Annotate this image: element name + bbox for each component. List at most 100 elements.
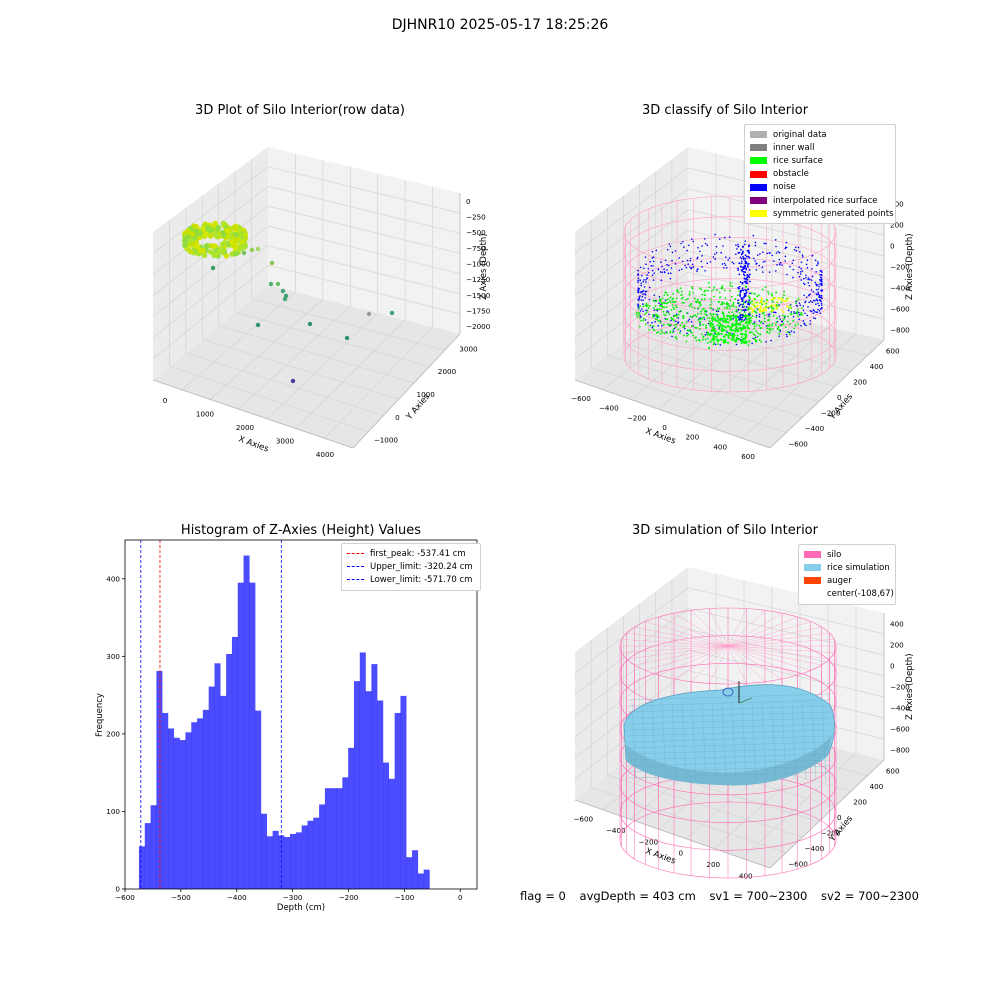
classify-noise-point <box>658 302 660 305</box>
classify-noise-point <box>674 263 677 265</box>
classify-rice-point <box>670 309 673 311</box>
classify-noise-point <box>686 332 688 335</box>
legend-label: rice simulation <box>827 562 890 573</box>
classify-noise-point <box>807 306 809 308</box>
classify-rice-point <box>652 313 654 316</box>
classify-noise-point <box>754 260 756 262</box>
classify-rice-point <box>666 332 669 334</box>
classify-rice-point <box>744 336 747 339</box>
raw-point <box>344 335 350 341</box>
classify-rice-point <box>771 307 773 310</box>
classify-rice-point <box>673 324 676 326</box>
classify-rice-point <box>734 330 737 333</box>
classify-rice-point <box>755 323 758 326</box>
classify-rice-point <box>738 327 741 330</box>
classify-noise-point <box>640 291 642 294</box>
classify-rice-point <box>715 319 718 322</box>
raw-point <box>280 288 286 294</box>
classify-rice-point <box>768 332 771 334</box>
raw-point <box>282 296 288 302</box>
classify-rice-point <box>756 335 759 338</box>
classify-rice-point <box>718 300 721 303</box>
classify-noise-point <box>671 251 674 254</box>
classify-rice-point <box>774 323 777 326</box>
classify-noise-point <box>681 260 684 263</box>
classify-noise-point <box>817 293 820 295</box>
classify-grid-line <box>687 209 885 257</box>
classify-rice-point <box>679 324 682 327</box>
classify-noise-point <box>767 314 769 316</box>
classify-rice-point <box>700 312 703 315</box>
classify-rice-point <box>781 296 784 299</box>
classify-rice-point <box>702 338 704 341</box>
classify-noise-point <box>642 299 644 301</box>
classify-rice-point <box>734 327 737 330</box>
classify-rice-point <box>668 324 671 326</box>
classify-rice-point <box>652 299 655 302</box>
classify-rice-point <box>716 289 718 291</box>
classify-rice-point <box>796 310 799 313</box>
classify-rice-point <box>761 303 764 306</box>
classify-noise-point <box>682 240 684 243</box>
classify-noise-point <box>652 256 655 259</box>
classify-rice-point <box>712 313 715 316</box>
classify-rice-point <box>635 311 638 314</box>
classify-noise-point <box>650 265 653 267</box>
classify-noise-point <box>803 277 805 280</box>
classify-noise-point <box>689 257 692 260</box>
classify-x-tick-label: 400 <box>713 442 727 451</box>
classify-rice-point <box>674 300 677 303</box>
classify-rice-point <box>686 297 689 300</box>
classify-noise-point <box>712 256 715 258</box>
classify-rice-point <box>768 315 771 318</box>
classify-noise-point <box>671 259 673 262</box>
classify-rice-point <box>724 326 728 329</box>
classify-noise-point <box>769 252 771 254</box>
classify-rice-point <box>691 306 693 309</box>
classify-rice-point <box>778 329 781 331</box>
classify-noise-point <box>819 312 822 315</box>
classify-rice-point <box>740 309 743 312</box>
classify-rice-point <box>694 336 697 339</box>
classify-rice-point <box>716 324 719 327</box>
classify-noise-point <box>818 296 821 299</box>
classify-rice-point <box>683 302 685 304</box>
classify-rice-point <box>738 290 741 292</box>
sv1-text: sv1 = 700~2300 <box>709 889 808 903</box>
classify-noise-point <box>817 284 819 286</box>
classify-noise-point <box>751 342 753 345</box>
classify-noise-point <box>798 318 800 321</box>
raw-plot-title: 3D Plot of Silo Interior(row data) <box>195 103 405 118</box>
classify-rice-point <box>652 307 655 309</box>
classify-noise-point <box>703 238 706 240</box>
classify-noise-point <box>669 272 672 275</box>
raw-point <box>275 281 281 287</box>
classify-rice-point <box>725 330 728 332</box>
classify-rice-point <box>667 298 670 300</box>
classify-rice-point <box>707 337 709 340</box>
classify-noise-point <box>811 268 813 270</box>
classify-noise-point <box>801 254 804 256</box>
classify-rice-point <box>719 317 722 320</box>
classify-z-tick-label: 0 <box>890 242 895 251</box>
raw-grid-line <box>152 166 269 254</box>
classify-x-tick-label: −200 <box>627 413 647 422</box>
classify-rice-point <box>768 323 771 326</box>
classify-rice-point <box>666 294 669 296</box>
classify-rice-point <box>691 325 693 328</box>
classify-noise-point <box>815 270 817 273</box>
simulation-x-label: X Axies <box>644 846 677 866</box>
classify-rice-point <box>726 324 730 328</box>
classify-noise-point <box>786 335 788 338</box>
classify-noise-point <box>775 252 778 254</box>
classify-noise-point <box>687 320 690 322</box>
figure-title: DJHNR10 2025-05-17 18:25:26 <box>391 17 609 33</box>
classify-noise-point <box>802 305 805 307</box>
classify-rice-point <box>743 311 746 314</box>
classify-noise-point <box>735 244 737 246</box>
classify-noise-point <box>793 248 796 251</box>
classify-rice-point <box>722 312 725 315</box>
classify-rice-point <box>721 303 724 306</box>
simulation-y-tick-label: 200 <box>853 798 867 807</box>
classify-rice-point <box>742 327 746 330</box>
